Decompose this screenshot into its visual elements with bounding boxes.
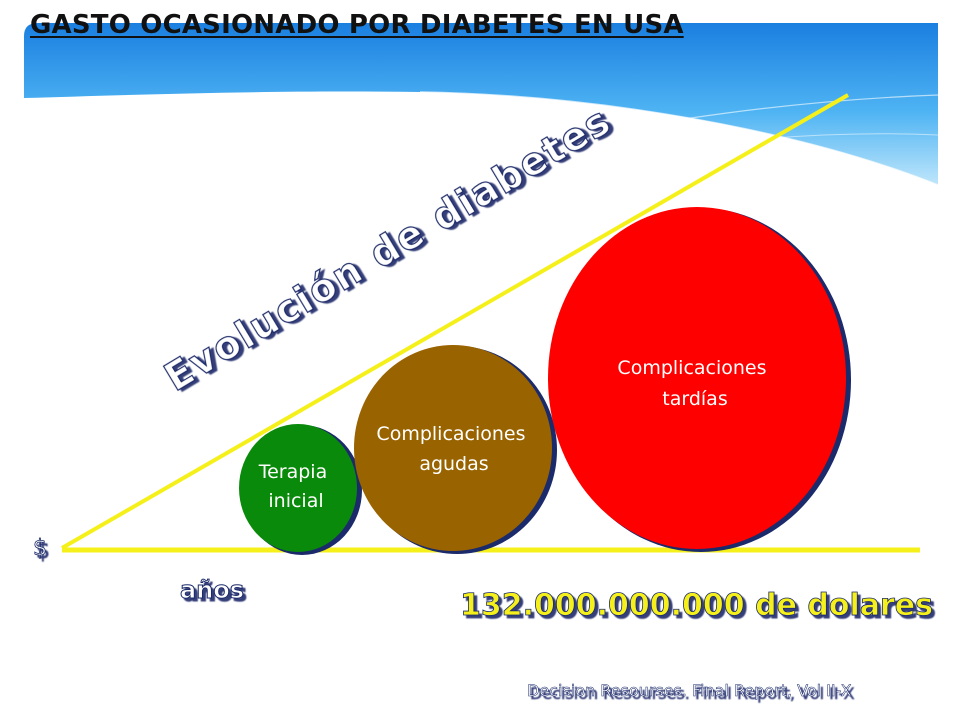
circle-complicaciones-agudas: Complicaciones agudas: [354, 345, 557, 554]
evolution-line: [61, 93, 849, 550]
circle-label-line: inicial: [268, 490, 323, 512]
circle-complicaciones-tardias: Complicaciones tardías: [548, 207, 851, 552]
header-wave: [24, 23, 939, 186]
circle-label-line: Complicaciones: [617, 357, 766, 379]
total-amount: 132.000.000.000 de dolares: [460, 588, 933, 623]
svg-text:Complicaciones agudas: Complicaciones agudas: [376, 423, 531, 475]
circle-label-line: Complicaciones: [376, 423, 525, 445]
circle-terapia-inicial: Terapia inicial: [239, 424, 362, 555]
circle-label-line: agudas: [419, 453, 488, 475]
source-citation: Decision Resourses. Final Report, Vol II…: [527, 681, 852, 700]
y-axis-label: $: [33, 536, 47, 561]
circle-label-line: Terapia: [258, 461, 328, 483]
x-axis-label: años: [180, 576, 244, 604]
svg-text:Terapia inicial: Terapia inicial: [258, 461, 334, 512]
svg-text:Complicaciones tardías: Complicaciones tardías: [617, 357, 772, 410]
page-title: GASTO OCASIONADO POR DIABETES EN USA: [30, 10, 684, 40]
circle-label-line: tardías: [662, 388, 727, 410]
